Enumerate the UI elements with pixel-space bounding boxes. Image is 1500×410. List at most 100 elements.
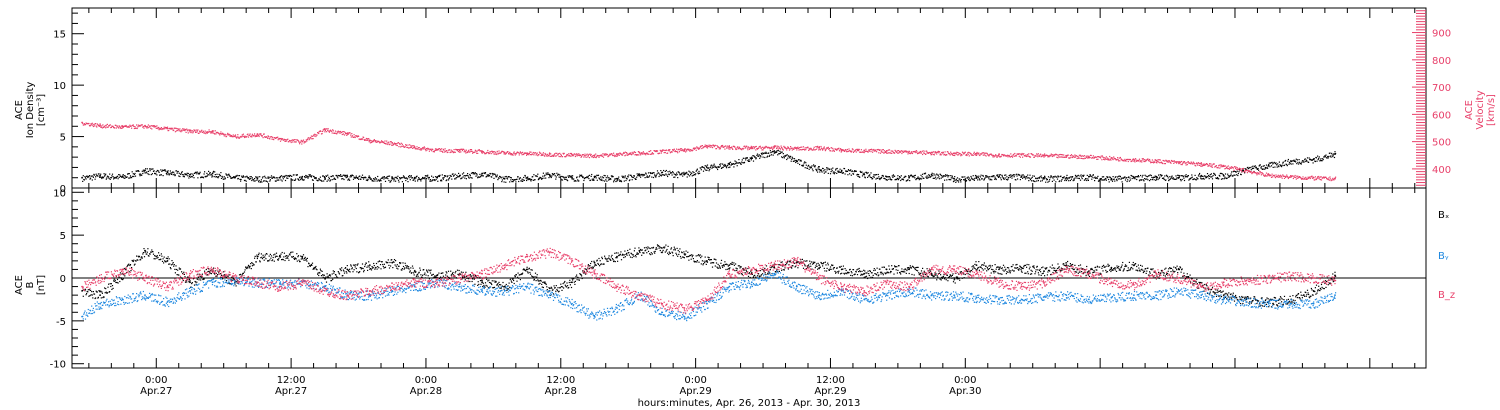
velocity-point	[738, 147, 740, 149]
ion-density-point	[793, 158, 796, 160]
ion-density-point	[455, 178, 457, 180]
ion-density-point	[1311, 159, 1314, 161]
velocity-point	[672, 149, 674, 151]
velocity-point	[308, 139, 310, 141]
ion-density-point	[1060, 175, 1062, 177]
velocity-point	[1206, 163, 1209, 166]
velocity-point	[137, 124, 139, 126]
velocity-point	[291, 140, 293, 142]
velocity-point	[383, 142, 385, 144]
velocity-point	[1092, 155, 1094, 157]
ion-density-point	[413, 179, 415, 181]
velocity-point	[124, 125, 126, 127]
ion-density-point	[1297, 161, 1299, 163]
ion-density-point	[233, 176, 235, 178]
velocity-point	[749, 148, 751, 150]
ion-density-point	[463, 175, 465, 177]
velocity-point	[651, 152, 653, 154]
bottom-panel-series	[81, 244, 1337, 322]
ion-density-sample	[458, 174, 461, 177]
ion-density-point	[743, 161, 746, 163]
velocity-point	[761, 149, 763, 151]
velocity-point	[1318, 178, 1320, 180]
velocity-point	[1266, 175, 1268, 177]
velocity-point	[628, 153, 630, 155]
velocity-point	[383, 141, 385, 143]
ion-density-point	[529, 178, 531, 180]
ion-density-point	[172, 171, 174, 173]
velocity-point	[1176, 162, 1178, 164]
ion-density-point	[92, 175, 94, 177]
ion-density-sample	[885, 175, 888, 178]
ion-density-point	[355, 175, 357, 177]
ion-density-point	[506, 178, 509, 180]
ion-density-point	[1264, 168, 1266, 170]
velocity-sample	[526, 152, 528, 155]
ion-density-point	[422, 176, 424, 179]
velocity-point	[932, 151, 934, 153]
ion-density-point	[823, 170, 825, 172]
velocity-point	[293, 141, 296, 143]
velocity-point	[254, 136, 256, 138]
velocity-point	[1230, 167, 1232, 169]
velocity-point	[478, 149, 480, 151]
ion-density-point	[83, 178, 85, 181]
ion-density-point	[415, 177, 417, 179]
velocity-point	[1119, 160, 1121, 162]
ion-density-point	[900, 179, 902, 182]
velocity-point	[727, 146, 729, 148]
ion-density-point	[165, 170, 167, 172]
velocity-point	[410, 146, 412, 148]
ion-density-point	[646, 175, 648, 177]
ion-density-point	[627, 176, 629, 178]
velocity-point	[214, 133, 216, 135]
ion-density-point	[1115, 176, 1117, 178]
ion-density-point	[204, 171, 206, 173]
ion-density-point	[1065, 179, 1068, 182]
ion-density-point	[558, 173, 560, 175]
ion-density-sample	[818, 168, 821, 171]
ion-density-point	[278, 179, 280, 181]
velocity-point	[959, 153, 961, 155]
ion-density-point	[984, 177, 986, 179]
velocity-point	[250, 136, 252, 138]
velocity-point	[1059, 153, 1061, 156]
ion-density-point	[1173, 178, 1175, 180]
ion-density-point	[942, 176, 944, 178]
ion-density-point	[795, 159, 797, 161]
velocity-point	[169, 127, 171, 129]
ion-density-point	[457, 176, 459, 178]
velocity-point	[725, 145, 727, 147]
ion-density-point	[286, 175, 288, 177]
ion-density-point	[808, 164, 810, 166]
ion-density-point	[890, 178, 892, 180]
velocity-point	[256, 134, 258, 136]
velocity-point	[234, 134, 237, 136]
velocity-point	[294, 139, 296, 141]
ion-density-point	[1006, 179, 1009, 181]
ion-density-point	[1179, 178, 1182, 181]
velocity-point	[230, 135, 232, 138]
ion-density-point	[748, 159, 750, 161]
velocity-point	[1276, 175, 1278, 177]
ion-density-point	[899, 176, 901, 178]
ion-density-point	[512, 181, 514, 183]
velocity-point	[1087, 157, 1089, 159]
ion-density-point	[172, 174, 174, 176]
velocity-point	[676, 148, 678, 150]
velocity-point	[1296, 177, 1298, 179]
velocity-point	[182, 128, 184, 130]
ion-density-point	[313, 176, 315, 178]
ion-density-point	[811, 168, 814, 170]
velocity-point	[778, 146, 780, 148]
velocity-point	[370, 140, 372, 142]
bx-point	[92, 291, 94, 293]
velocity-tick-label: 600	[1432, 110, 1451, 121]
velocity-point	[818, 146, 820, 148]
velocity-point	[796, 149, 798, 151]
axis-title-line: [cm⁻³]	[36, 94, 47, 126]
velocity-point	[1331, 179, 1333, 181]
velocity-sample	[144, 124, 146, 127]
velocity-sample	[1267, 174, 1270, 176]
velocity-point	[155, 125, 157, 128]
